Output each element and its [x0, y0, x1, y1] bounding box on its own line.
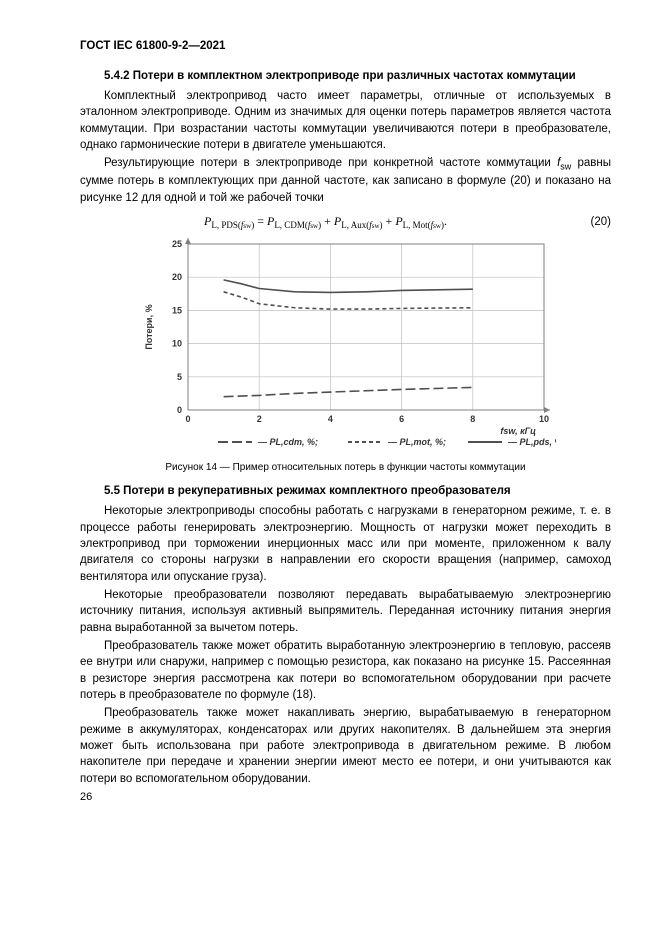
svg-text:8: 8: [470, 414, 475, 424]
svg-text:6: 6: [399, 414, 404, 424]
svg-text:0: 0: [176, 405, 181, 415]
document-page: ГОСТ IEC 61800-9-2—2021 5.4.2 Потери в к…: [0, 0, 661, 935]
svg-text:— PL,mot, %;: — PL,mot, %;: [387, 437, 446, 447]
paragraph-1: Комплектный электропривод часто имеет па…: [80, 88, 611, 153]
svg-text:15: 15: [171, 306, 181, 316]
page-number: 26: [80, 791, 611, 803]
equation-number: (20): [571, 216, 611, 228]
svg-text:20: 20: [171, 273, 181, 283]
figure-14-caption: Рисунок 14 — Пример относительных потерь…: [80, 462, 611, 473]
svg-text:25: 25: [171, 239, 181, 249]
equation-20-content: PL, PDS(fsw) = PL, CDM(fsw) + PL, Aux(fs…: [80, 214, 571, 230]
figure-14-chart: 0 5 10 15 20 25 0 2 4 6 8 10 Потери, % fsw, кГц — PL,c…: [136, 236, 556, 456]
section-55-title: 5.5 Потери в рекуперативных режимах комп…: [104, 485, 611, 497]
svg-text:2: 2: [256, 414, 261, 424]
paragraph-2a: Результирующие потери в электроприводе п…: [104, 157, 557, 169]
svg-text:— PL,cdm, %;: — PL,cdm, %;: [257, 437, 318, 447]
svg-text:10: 10: [538, 414, 548, 424]
paragraph-5: Преобразователь также может обратить выр…: [80, 638, 611, 703]
paragraph-6: Преобразователь также может накапливать …: [80, 705, 611, 787]
svg-text:4: 4: [327, 414, 332, 424]
section-542-title: 5.4.2 Потери в комплектном электропривод…: [104, 70, 611, 82]
paragraph-3: Некоторые электроприводы способны работа…: [80, 503, 611, 585]
svg-text:5: 5: [176, 372, 181, 382]
svg-text:— PL,pds, %: — PL,pds, %: [507, 437, 556, 447]
paragraph-2: Результирующие потери в электроприводе п…: [80, 155, 611, 206]
svg-text:fsw, кГц: fsw, кГц: [500, 426, 536, 436]
standard-code: ГОСТ IEC 61800-9-2—2021: [80, 40, 611, 52]
chart-svg: 0 5 10 15 20 25 0 2 4 6 8 10 Потери, % fsw, кГц — PL,c…: [136, 236, 556, 456]
svg-text:Потери, %: Потери, %: [144, 305, 154, 350]
paragraph-4: Некоторые преобразователи позволяют пере…: [80, 587, 611, 636]
svg-text:0: 0: [185, 414, 190, 424]
equation-20: PL, PDS(fsw) = PL, CDM(fsw) + PL, Aux(fs…: [80, 214, 611, 230]
svg-text:10: 10: [171, 339, 181, 349]
